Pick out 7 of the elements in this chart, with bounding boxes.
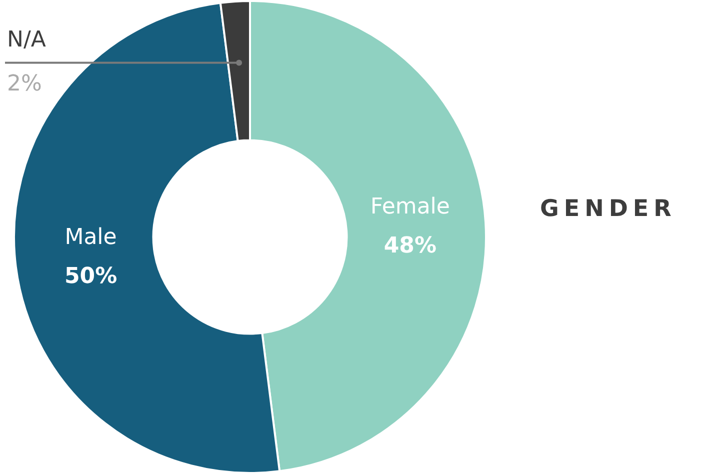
data-label: 50% bbox=[64, 264, 118, 289]
data-label: 48% bbox=[384, 234, 436, 259]
text: GENDER bbox=[540, 196, 676, 222]
slice-label: N/A bbox=[7, 27, 46, 52]
slice-label: Female bbox=[370, 194, 450, 220]
slice-label: Male bbox=[64, 224, 117, 250]
data-label: 2% bbox=[7, 71, 42, 96]
